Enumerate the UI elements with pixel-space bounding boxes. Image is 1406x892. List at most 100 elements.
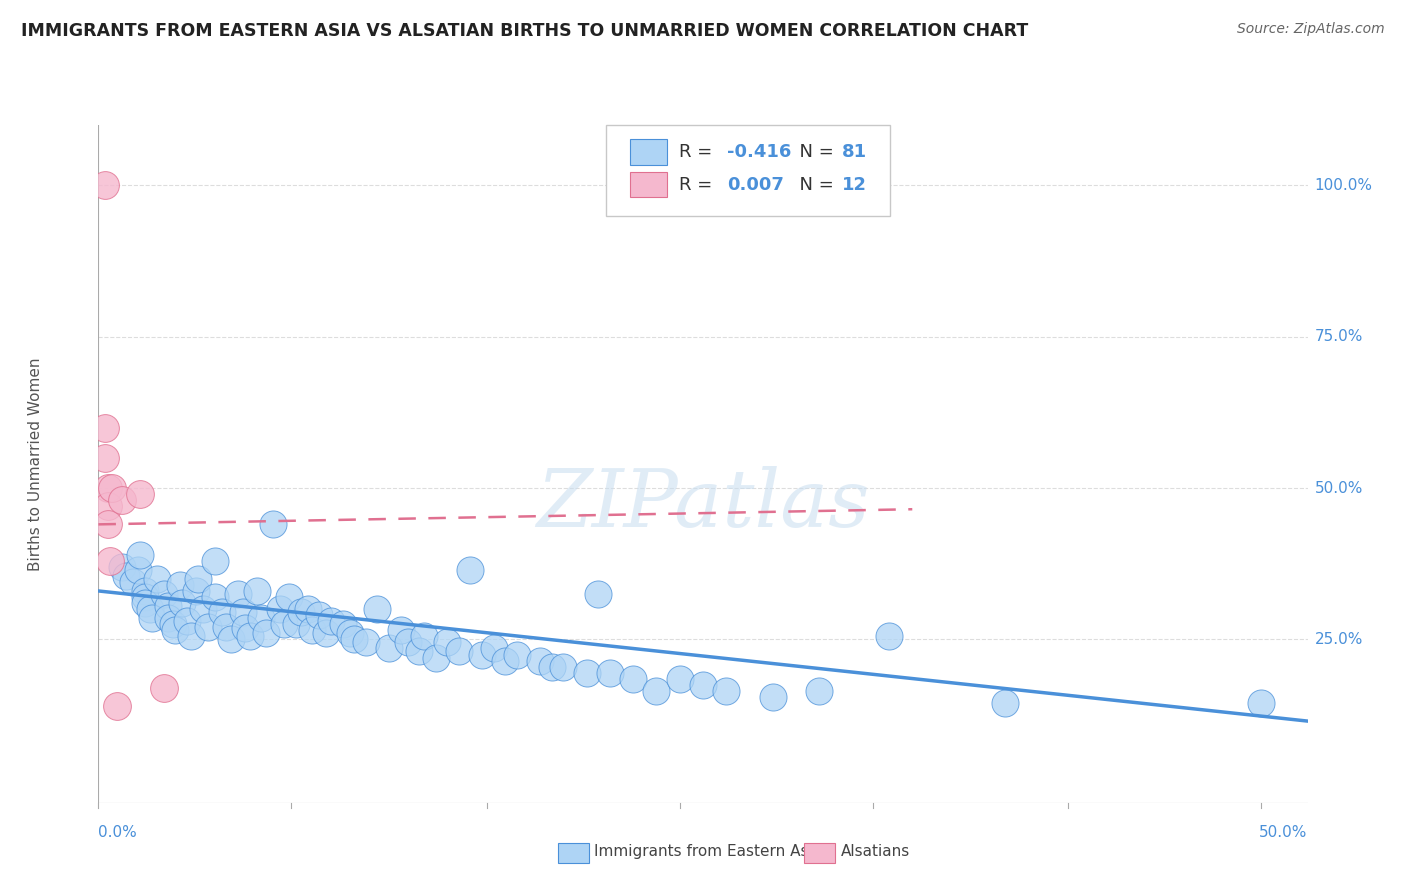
Point [301,624,323,638]
Point [204,554,226,568]
Point [378,641,401,656]
Point [506,648,529,662]
Point [877,629,900,643]
Point [134,590,156,604]
Text: N =: N = [787,143,839,161]
Point [529,654,551,668]
Point [127,563,149,577]
Point [94,450,117,465]
Point [494,654,516,668]
Point [668,672,690,686]
Point [111,493,134,508]
Point [101,481,124,495]
Point [396,635,419,649]
Point [197,620,219,634]
Point [1250,696,1272,710]
Point [138,602,160,616]
Point [436,635,458,649]
Point [692,678,714,692]
Point [645,683,668,698]
Point [332,617,354,632]
FancyBboxPatch shape [606,125,890,217]
Point [97,481,120,495]
Point [308,608,330,623]
Point [152,681,174,695]
Point [354,635,377,649]
Point [250,611,273,625]
Point [278,590,301,604]
Text: R =: R = [679,143,718,161]
Text: R =: R = [679,176,718,194]
Text: 50.0%: 50.0% [1315,481,1362,496]
Point [482,641,505,656]
Point [343,632,366,647]
Point [122,574,145,589]
Point [297,602,319,616]
Text: ZIPatlas: ZIPatlas [536,466,870,543]
Point [233,622,256,636]
Point [540,659,562,673]
Point [98,554,121,568]
Point [211,605,233,619]
Point [141,611,163,625]
Point [215,620,238,634]
Point [165,624,187,638]
Point [187,572,209,586]
Point [129,487,152,501]
Point [471,648,494,662]
Text: 75.0%: 75.0% [1315,329,1362,344]
Point [172,596,194,610]
Text: 81: 81 [842,143,868,161]
Point [226,587,249,601]
Point [408,644,430,658]
Point [115,569,138,583]
Point [269,602,291,616]
Point [97,500,120,514]
Point [808,683,831,698]
Point [425,650,447,665]
Point [254,626,277,640]
Point [169,578,191,592]
Point [762,690,785,704]
Text: Immigrants from Eastern Asia: Immigrants from Eastern Asia [595,845,823,859]
Point [273,617,295,632]
Point [134,584,156,599]
Point [460,563,482,577]
Point [134,596,156,610]
Text: -0.416: -0.416 [727,143,792,161]
Text: 0.0%: 0.0% [98,825,138,840]
Point [262,517,284,532]
Point [315,626,337,640]
Point [191,602,214,616]
Point [94,420,117,434]
FancyBboxPatch shape [630,139,666,165]
Point [994,696,1017,710]
Text: Alsatians: Alsatians [841,845,910,859]
Point [152,587,174,601]
Text: Births to Unmarried Women: Births to Unmarried Women [28,357,42,571]
Text: 0.007: 0.007 [727,176,785,194]
Text: N =: N = [787,176,839,194]
Point [366,602,388,616]
Point [232,605,254,619]
Text: Source: ZipAtlas.com: Source: ZipAtlas.com [1237,22,1385,37]
Point [575,665,598,680]
Text: 50.0%: 50.0% [1260,825,1308,840]
Point [180,629,202,643]
Point [157,611,180,625]
Point [157,599,180,613]
Text: 12: 12 [842,176,868,194]
Point [111,559,134,574]
Point [94,178,117,193]
Point [716,683,738,698]
Point [588,587,610,601]
Point [97,517,120,532]
Point [447,644,470,658]
Point [219,632,242,647]
Point [599,665,621,680]
Point [553,659,575,673]
Point [145,572,167,586]
Point [413,629,436,643]
Text: 25.0%: 25.0% [1315,632,1362,647]
Text: IMMIGRANTS FROM EASTERN ASIA VS ALSATIAN BIRTHS TO UNMARRIED WOMEN CORRELATION C: IMMIGRANTS FROM EASTERN ASIA VS ALSATIAN… [21,22,1028,40]
